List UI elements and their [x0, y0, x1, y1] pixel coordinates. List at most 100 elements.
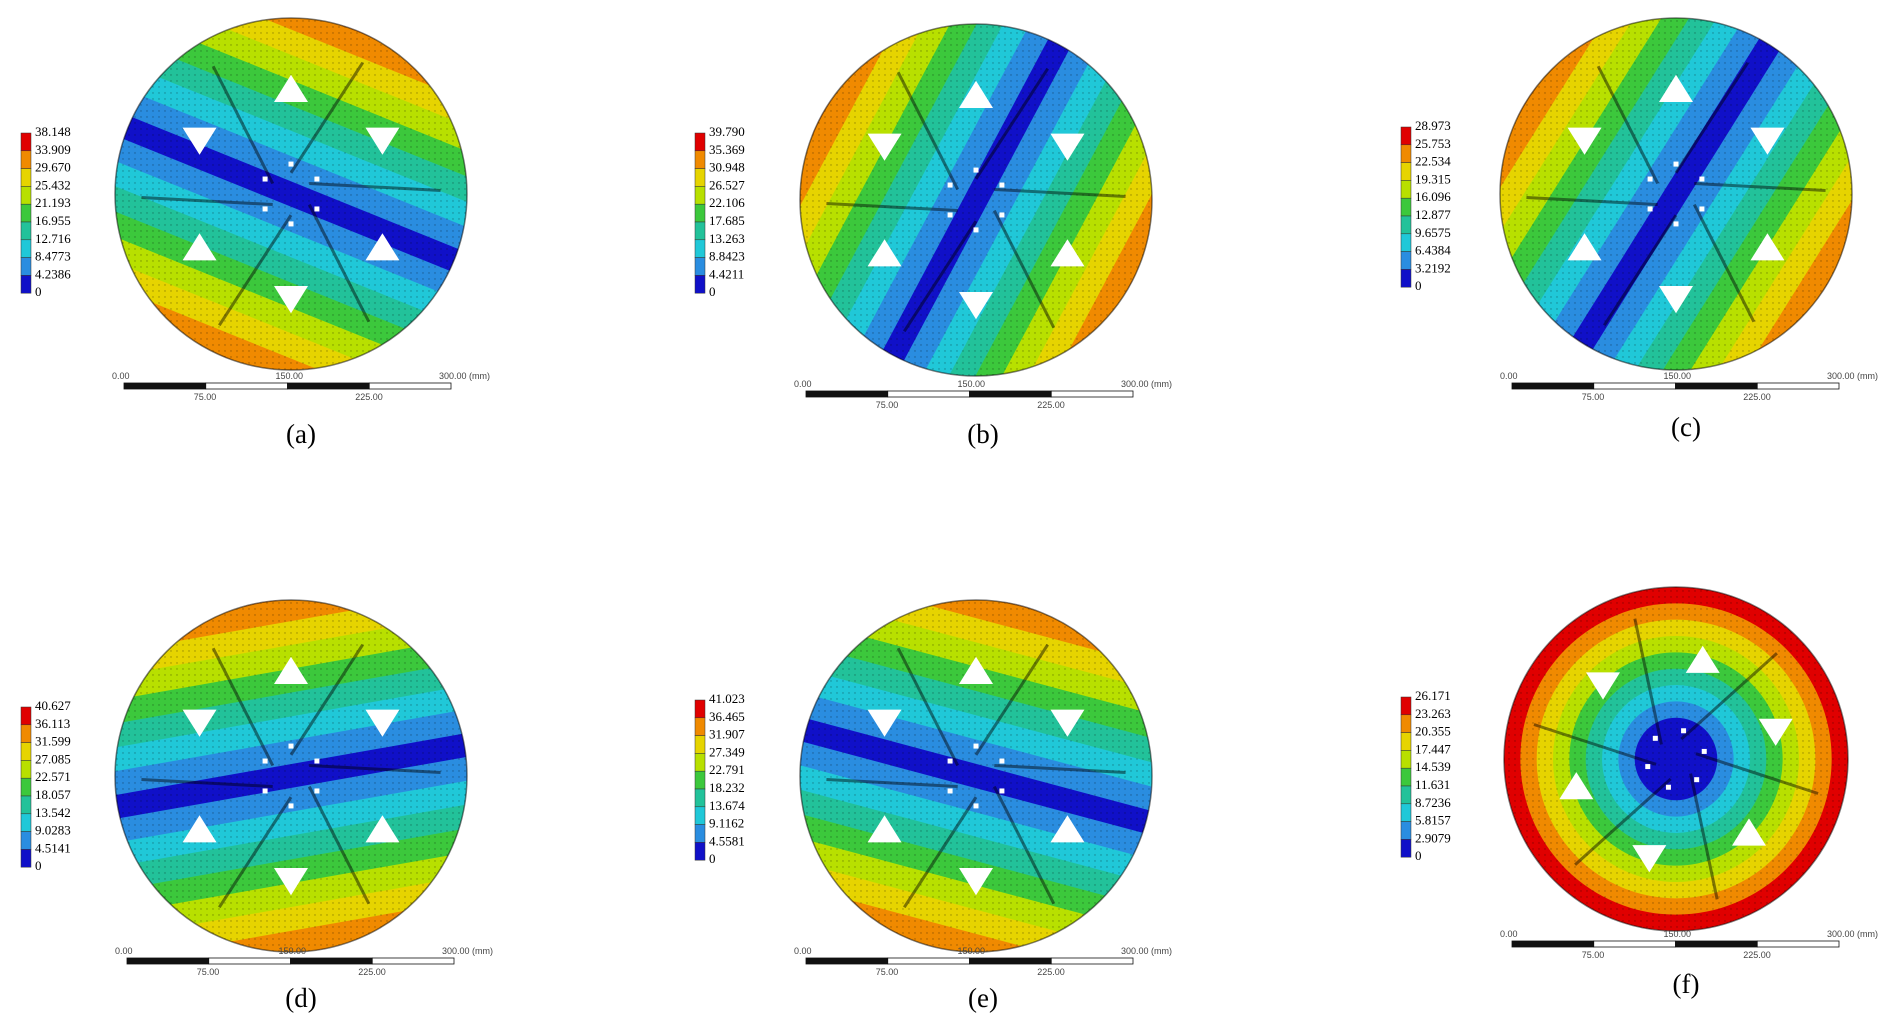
scale-segment — [1675, 382, 1758, 390]
scale-label: 150.00 — [958, 379, 986, 389]
panel: 39.790 35.369 30.948 26.527 22.106 17.685 13.2… — [694, 23, 1172, 449]
triangle — [959, 292, 993, 320]
legend-label: 28.973 — [1415, 118, 1451, 133]
legend-label: 4.5581 — [709, 833, 745, 848]
legend-swatch — [20, 239, 32, 258]
triangle — [182, 127, 217, 155]
legend-swatch — [20, 795, 32, 815]
legend-label: 31.907 — [709, 727, 745, 742]
hole — [314, 206, 320, 212]
legend-label: 8.7236 — [1415, 795, 1451, 810]
mesh — [1504, 587, 1848, 931]
legend-swatch — [20, 275, 32, 294]
legend-swatch — [20, 186, 32, 205]
rod — [1596, 65, 1660, 185]
rod — [309, 181, 441, 192]
legend-label: 22.571 — [35, 769, 71, 784]
legend-label: 17.447 — [1415, 741, 1451, 756]
legend-swatch — [1400, 180, 1412, 199]
triangle — [274, 868, 308, 896]
legend-swatch — [1400, 767, 1412, 787]
legend-swatch — [694, 168, 706, 187]
scale-label: 300.00 (mm) — [1827, 929, 1878, 939]
scale-label: 225.00 — [1743, 392, 1771, 402]
rod — [1533, 723, 1657, 766]
mesh — [115, 18, 467, 370]
triangle — [1050, 709, 1085, 737]
triangle — [274, 286, 308, 314]
hole — [999, 788, 1005, 794]
legend-label: 33.909 — [35, 142, 71, 157]
hole — [1645, 764, 1651, 770]
triangle — [182, 815, 217, 843]
hole — [999, 212, 1005, 218]
legend-label: 35.369 — [709, 142, 745, 157]
caption: (d) — [285, 983, 316, 1013]
outline — [1503, 586, 1849, 932]
scale-label: 0.00 — [1500, 929, 1518, 939]
caption: (e) — [968, 983, 998, 1013]
scale-segment — [205, 382, 288, 390]
panel: 38.148 33.909 29.670 25.432 21.193 16.955 12.7… — [20, 17, 490, 449]
outline — [799, 599, 1153, 953]
legend-label: 14.539 — [1415, 759, 1451, 774]
scale-segment — [123, 382, 207, 390]
legend-label: 12.716 — [35, 231, 71, 246]
legend-label: 23.263 — [1415, 706, 1451, 721]
legend-label: 9.1162 — [709, 816, 744, 831]
legend-label: 12.877 — [1415, 207, 1451, 222]
legend-swatch — [20, 132, 32, 152]
legend-label: 9.0283 — [35, 823, 71, 838]
scale-label: 75.00 — [876, 400, 899, 410]
triangle — [867, 815, 902, 843]
rod — [289, 61, 364, 174]
mesh — [1500, 18, 1852, 370]
legend-label: 20.355 — [1415, 724, 1451, 739]
legend-swatch — [694, 753, 706, 772]
scale-segment — [1756, 940, 1840, 948]
scale-segment — [1511, 382, 1595, 390]
legend-swatch — [694, 203, 706, 223]
hole — [288, 743, 294, 749]
legend-swatch — [20, 742, 32, 761]
rod — [903, 796, 978, 909]
legend-swatch — [1400, 144, 1412, 163]
mesh — [800, 24, 1152, 376]
legend-label: 6.4384 — [1415, 243, 1451, 258]
triangle — [365, 815, 400, 843]
mesh — [115, 600, 467, 952]
hole — [1681, 728, 1687, 734]
scale-label: 300.00 (mm) — [1121, 946, 1172, 956]
legend-swatch — [20, 724, 32, 743]
legend-label: 36.465 — [709, 709, 745, 724]
legend-label: 38.148 — [35, 124, 71, 139]
legend-label: 18.232 — [709, 780, 745, 795]
scale-label: 300.00 (mm) — [442, 946, 493, 956]
hole — [288, 221, 294, 227]
triangle — [1731, 818, 1766, 846]
rod — [896, 71, 960, 191]
legend-swatch — [694, 150, 706, 169]
scale-label: 150.00 — [1664, 371, 1692, 381]
hole — [262, 176, 268, 182]
hole — [973, 167, 979, 173]
legend-label: 9.6575 — [1415, 225, 1451, 240]
hole — [1673, 161, 1679, 167]
legend-swatch — [1400, 714, 1412, 733]
triangle — [1659, 74, 1693, 102]
legend-label: 22.534 — [1415, 154, 1451, 169]
rod — [307, 785, 371, 905]
legend-label: 4.2386 — [35, 266, 71, 281]
rod — [1695, 752, 1819, 795]
rod — [826, 202, 958, 213]
legend-swatch — [20, 760, 32, 779]
hole — [1647, 206, 1653, 212]
legend-label: 0 — [1415, 278, 1422, 293]
legend-label: 3.2192 — [1415, 260, 1451, 275]
triangle — [867, 239, 902, 267]
rod — [211, 647, 275, 767]
legend-swatch — [1400, 696, 1412, 716]
scale-segment — [805, 957, 889, 965]
hole — [262, 758, 268, 764]
scale-segment — [887, 957, 970, 965]
